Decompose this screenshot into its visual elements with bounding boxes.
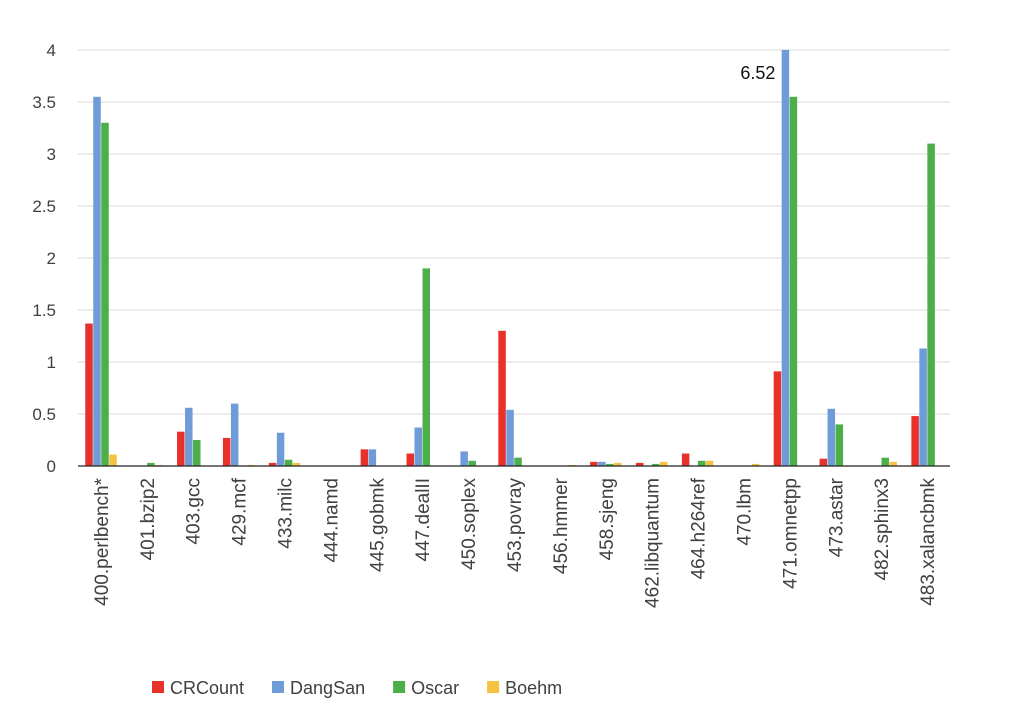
x-tick-label: 401.bzip2 <box>138 478 159 560</box>
x-tick-label: 450.soplex <box>459 478 480 570</box>
bar <box>751 463 760 466</box>
x-tick-label: 482.sphinx3 <box>872 478 893 580</box>
legend-swatch <box>393 681 406 693</box>
bar <box>414 427 423 466</box>
x-tick-label: 429.mcf <box>230 477 251 545</box>
x-tick-label: 400.perlbench* <box>92 477 113 605</box>
y-tick-label: 0 <box>47 457 56 476</box>
bar <box>827 408 836 466</box>
bar <box>109 454 117 466</box>
bar <box>651 463 660 466</box>
bar <box>606 463 614 466</box>
bar <box>292 462 301 466</box>
bar <box>681 453 690 466</box>
bar <box>230 403 239 466</box>
bar <box>460 451 468 466</box>
bar <box>781 50 790 466</box>
bar <box>506 409 514 466</box>
legend-label: CRCount <box>170 678 244 698</box>
x-tick-label: 445.gobmk <box>367 478 388 573</box>
bar <box>635 462 644 466</box>
y-tick-label: 3.5 <box>32 93 56 112</box>
x-tick-label: 453.povray <box>505 478 526 573</box>
x-tick-label: 458.sjeng <box>597 478 618 560</box>
bar <box>919 348 927 466</box>
bar <box>659 461 668 466</box>
grid <box>78 49 950 467</box>
bar <box>468 460 476 466</box>
y-tick-label: 0.5 <box>32 405 56 424</box>
x-tick-label: 403.gcc <box>184 478 205 545</box>
bar <box>889 461 897 466</box>
legend-label: DangSan <box>290 678 365 698</box>
x-tick-label: 433.milc <box>276 478 297 549</box>
x-tick-label: 471.omnetpp <box>780 478 801 589</box>
bar <box>185 407 193 466</box>
bar <box>284 459 293 466</box>
bar <box>705 460 714 466</box>
value-label: 6.52 <box>740 63 775 83</box>
bar <box>881 457 889 466</box>
x-tick-label: 447.dealII <box>413 478 434 561</box>
bar <box>101 122 109 466</box>
bar <box>422 268 431 466</box>
bar <box>598 461 606 466</box>
bar <box>498 330 506 466</box>
y-tick-label: 1 <box>47 353 56 372</box>
bar <box>514 457 522 466</box>
bar <box>222 437 231 466</box>
x-tick-label: 464.h264ref <box>689 477 710 579</box>
x-tick-label: 473.astar <box>826 477 847 557</box>
y-tick-label: 4 <box>47 41 56 60</box>
bar <box>177 431 185 466</box>
bar <box>147 462 155 466</box>
bar <box>773 371 782 466</box>
x-tick-label: 462.libquantum <box>643 478 664 608</box>
bar <box>368 449 377 466</box>
bar <box>193 440 201 466</box>
bar <box>614 462 622 466</box>
legend-label: Oscar <box>411 678 459 698</box>
bar <box>819 458 828 466</box>
bar <box>268 462 277 466</box>
bar <box>276 432 285 466</box>
bar <box>85 323 93 466</box>
legend-swatch <box>487 681 500 693</box>
labels: 0 0.5 1 1.5 2 2.5 3 3.5 4 400.perlbench* 401.bzip2… <box>32 41 950 698</box>
bar <box>590 461 598 466</box>
bar <box>911 416 919 466</box>
legend-label: Boehm <box>505 678 562 698</box>
x-tick-label: 470.lbm <box>734 478 755 546</box>
x-tick-label: 483.xalancbmk <box>918 478 939 606</box>
y-tick-label: 2 <box>47 249 56 268</box>
bar <box>927 143 935 466</box>
legend-swatch <box>272 681 285 693</box>
x-tick-label: 456.hmmer <box>551 477 572 574</box>
y-tick-label: 2.5 <box>32 197 56 216</box>
bar <box>697 460 706 466</box>
bars <box>85 50 935 466</box>
y-tick-label: 1.5 <box>32 301 56 320</box>
bar <box>93 96 101 466</box>
legend-swatch <box>152 681 164 693</box>
bar <box>789 96 798 466</box>
bar <box>406 453 415 466</box>
x-tick-label: 444.namd <box>321 478 342 563</box>
y-tick-label: 3 <box>47 145 56 164</box>
bar <box>360 449 369 466</box>
bar <box>835 424 844 466</box>
